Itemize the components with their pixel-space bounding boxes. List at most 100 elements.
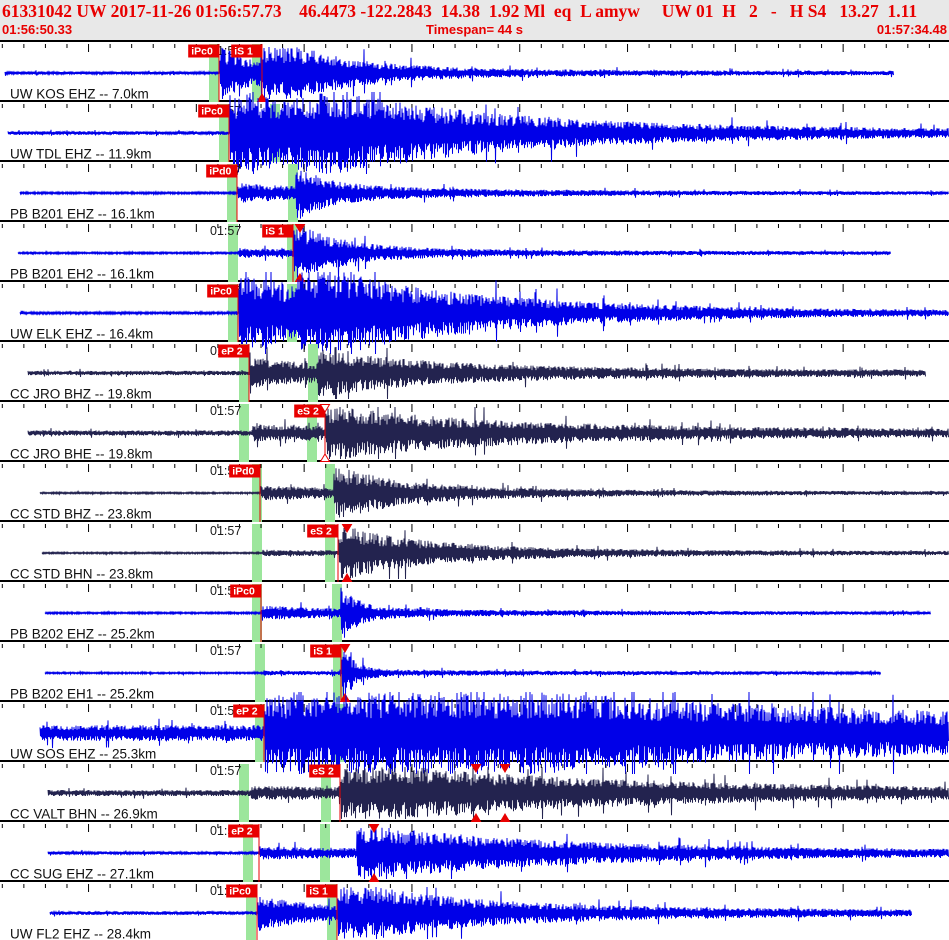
phase-pick-flag[interactable]: iPd0 [206,164,237,178]
amplitude-marker-down-triangle[interactable] [339,644,351,653]
phase-pick-flag[interactable]: eS 2 [309,764,340,778]
trace-panel-PB-B202-EH1[interactable]: 01:57 iS 1 PB B202 EH1 -- 25.2km [0,640,949,702]
event-summary-line: 61331042 UW 2017-11-26 01:56:57.73 46.44… [2,1,918,21]
predicted-arrival-band [209,44,219,102]
trace-time-label: 01:57 [210,704,241,718]
phase-pick-flag[interactable]: iPc0 [198,104,229,118]
trace-list: 01:57 iPc0 iS 1 UW KOS EHZ -- 7.0km 01:57 iPc… [0,40,949,940]
phase-pick-label: eS 2 [297,406,319,418]
predicted-arrival-band [288,164,298,222]
phase-pick-flag[interactable]: iS 1 [306,884,337,898]
trace-panel-CC-STD-BHZ[interactable]: 01:57 iPd0 CC STD BHZ -- 23.8km [0,460,949,522]
trace-time-label: 01:57 [210,284,241,298]
waveform[interactable] [41,527,949,580]
phase-pick-flag[interactable]: iS 1 [310,644,341,658]
phase-pick-flag[interactable]: iS 1 [262,224,293,238]
phase-pick-flag[interactable]: iPd0 [229,464,260,478]
amplitude-marker-down-triangle[interactable] [341,524,353,533]
phase-pick-label: iPc0 [233,586,255,598]
waveform[interactable] [44,587,931,638]
trace-panel-CC-VALT-BHN[interactable]: 01:57 eS 2 CC VALT BHN -- 26.9km [0,760,949,822]
waveform[interactable] [39,468,949,518]
trace-time-label: 01:57 [210,44,241,58]
predicted-arrival-band [227,164,237,222]
predicted-arrival-band [270,104,280,162]
window-end-time: 01:57:34.48 [876,22,947,37]
predicted-arrival-band [228,224,238,282]
trace-panel-PB-B202-EHZ[interactable]: 01:57 iPc0 PB B202 EHZ -- 25.2km [0,580,949,642]
phase-pick-label: iS 1 [234,46,253,58]
waveform[interactable] [49,886,912,940]
trace-panel-CC-JRO-BHE[interactable]: 01:57 eS 2 CC JRO BHE -- 19.8km [0,400,949,462]
amplitude-marker-down-triangle[interactable] [499,764,511,773]
predicted-arrival-band [219,104,229,162]
predicted-arrival-band [239,344,249,402]
waveform[interactable] [17,227,891,280]
phase-pick-flag[interactable]: iPc0 [188,44,219,58]
phase-pick-label: iS 1 [313,646,332,658]
phase-pick-label: iS 1 [265,226,284,238]
trace-time-label: 01:57 [210,644,241,658]
trace-panel-CC-STD-BHN[interactable]: 01:57 eS 2 CC STD BHN -- 23.8km [0,520,949,582]
phase-pick-label: iPc0 [201,106,223,118]
phase-pick-flag[interactable]: eP 2 [228,824,259,838]
phase-pick-label: iS 1 [309,886,328,898]
predicted-arrival-band [333,644,343,702]
trace-time-label: 01:57 [210,764,241,778]
phase-pick-flag[interactable]: iPc0 [207,284,238,298]
predicted-arrival-band [325,524,335,582]
trace-panel-CC-JRO-BHZ[interactable]: 01:57 eP 2 CC JRO BHZ -- 19.8km [0,340,949,402]
waveform[interactable] [27,346,926,400]
amplitude-marker-down-triangle[interactable] [319,404,331,413]
waveform[interactable] [19,170,949,219]
predicted-arrival-band [287,224,297,282]
trace-panel-UW-ELK-EHZ[interactable]: 01:57 iPc0 UW ELK EHZ -- 16.4km [0,271,949,355]
trace-time-label: 01:57 [210,104,241,118]
time-window-bar: 01:56:50.33 Timespan= 44 s 01:57:34.48 [0,22,949,38]
trace-panel-UW-TDL-EHZ[interactable]: 01:57 iPc0 UW TDL EHZ -- 11.9km [0,91,949,175]
phase-pick-flag[interactable]: iS 1 [231,44,262,58]
trace-time-label: 01:57 [210,404,241,418]
predicted-arrival-band [321,764,331,822]
station-label: UW FL2 EHZ -- 28.4km [10,927,151,940]
trace-time-label: 01:57 [210,824,241,838]
trace-panel-PB-B201-EH2[interactable]: 01:57 iS 1 PB B201 EH2 -- 16.1km [0,220,949,282]
waveform[interactable] [4,46,894,100]
amplitude-marker-down-triangle[interactable] [294,224,306,233]
predicted-arrival-band [325,464,335,522]
timespan-label: Timespan= 44 s [426,22,523,37]
waveform[interactable] [47,766,949,820]
predicted-arrival-band [287,284,297,342]
phase-pick-flag[interactable]: eP 2 [233,704,264,718]
phase-pick-flag[interactable]: eP 2 [218,344,249,358]
waveform[interactable] [44,651,881,697]
trace-panel-PB-B201-EHZ[interactable]: 01:57 iPd0 PB B201 EHZ -- 16.1km [0,160,949,222]
amplitude-marker-down-triangle[interactable] [368,824,380,833]
trace-panel-UW-KOS-EHZ[interactable]: 01:57 iPc0 iS 1 UW KOS EHZ -- 7.0km [0,40,949,102]
trace-time-label: 01:57 [210,584,241,598]
phase-pick-flag[interactable]: iPc0 [230,584,261,598]
phase-pick-label: iPc0 [229,886,251,898]
phase-pick-flag[interactable]: iPc0 [226,884,257,898]
phase-pick-label: iPc0 [210,286,232,298]
predicted-arrival-band [252,44,262,102]
window-start-time: 01:56:50.33 [2,22,73,37]
phase-pick-label: iPd0 [209,166,231,178]
phase-pick-flag[interactable]: eS 2 [307,524,338,538]
trace-panel-CC-SUG-EHZ[interactable]: 01:57 eP 2 CC SUG EHZ -- 27.1km [0,820,949,882]
predicted-arrival-band [239,404,249,462]
predicted-arrival-band [252,524,262,582]
amplitude-marker-down-triangle[interactable] [470,764,482,773]
trace-panel-UW-FL2-EHZ[interactable]: 01:57 iPc0 iS 1 UW FL2 EHZ -- 28.4km [0,880,949,940]
predicted-arrival-band [228,284,238,342]
waveform[interactable] [27,406,949,460]
phase-pick-label: eP 2 [236,706,258,718]
phase-pick-flag[interactable]: eS 2 [294,404,325,418]
trace-time-label: 01:57 [210,464,241,478]
predicted-arrival-band [335,704,345,762]
trace-panel-UW-SOS-EHZ[interactable]: 01:57 eP 2 UW SOS EHZ -- 25.3km [0,691,949,775]
waveform[interactable] [47,827,949,880]
predicted-arrival-band [307,404,317,462]
predicted-arrival-band [327,884,337,940]
